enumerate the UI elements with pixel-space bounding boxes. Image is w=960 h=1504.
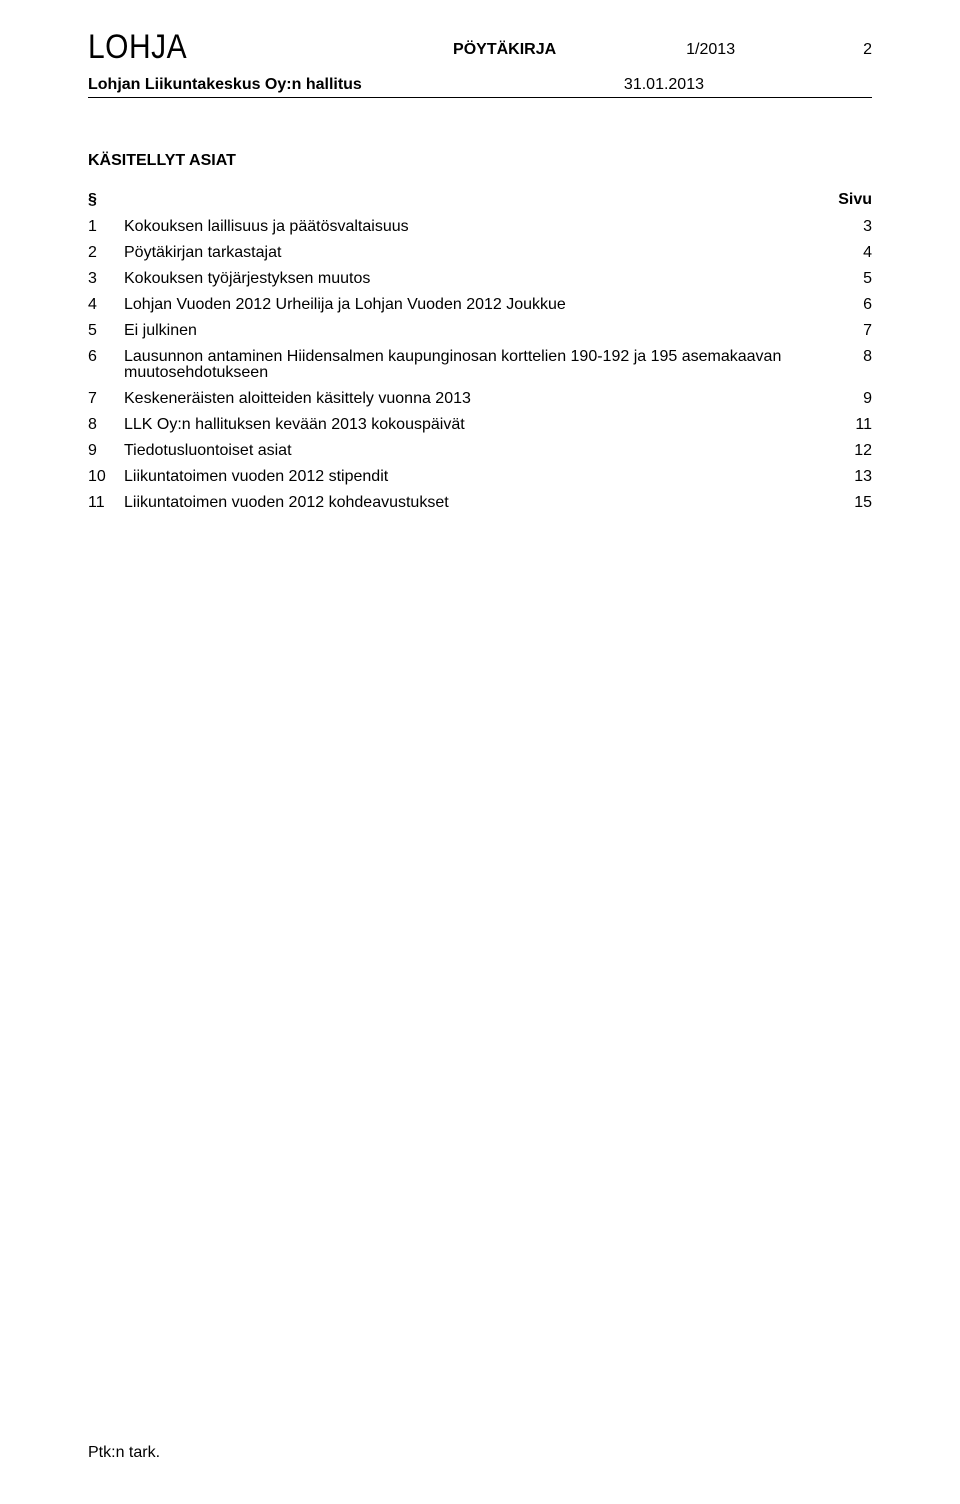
toc-page: 6: [822, 297, 872, 313]
toc-title: LLK Oy:n hallituksen kevään 2013 kokousp…: [124, 417, 822, 433]
toc-num: 1: [88, 219, 124, 235]
toc-num: 2: [88, 245, 124, 261]
page: LOHJA PÖYTÄKIRJA 1/2013 2 Lohjan Liikunt…: [0, 0, 960, 1504]
toc-title: Lausunnon antaminen Hiidensalmen kaupung…: [124, 349, 822, 381]
toc-page: 11: [822, 417, 872, 433]
toc-title: Lohjan Vuoden 2012 Urheilija ja Lohjan V…: [124, 297, 822, 313]
toc-page: 4: [822, 245, 872, 261]
document-number: 1/2013: [686, 41, 735, 59]
toc-row: 6 Lausunnon antaminen Hiidensalmen kaupu…: [88, 344, 872, 386]
toc-page: 5: [822, 271, 872, 287]
toc-row: 1 Kokouksen laillisuus ja päätösvaltaisu…: [88, 214, 872, 240]
toc-num: 5: [88, 323, 124, 339]
toc-row: 4 Lohjan Vuoden 2012 Urheilija ja Lohjan…: [88, 292, 872, 318]
toc-num: 8: [88, 417, 124, 433]
toc-page: 3: [822, 219, 872, 235]
toc-header-page: Sivu: [822, 192, 872, 208]
toc-row: 3 Kokouksen työjärjestyksen muutos 5: [88, 266, 872, 292]
footer-note: Ptk:n tark.: [88, 1444, 160, 1462]
toc-title: Liikuntatoimen vuoden 2012 kohdeavustuks…: [124, 495, 822, 511]
toc-row: 11 Liikuntatoimen vuoden 2012 kohdeavust…: [88, 490, 872, 516]
toc-page: 7: [822, 323, 872, 339]
document-type: PÖYTÄKIRJA: [453, 41, 556, 59]
toc-title: Kokouksen työjärjestyksen muutos: [124, 271, 822, 287]
toc-num: 10: [88, 469, 124, 485]
toc-title: Ei julkinen: [124, 323, 822, 339]
toc-num: 6: [88, 349, 124, 365]
section-title: KÄSITELLYT ASIAT: [88, 152, 872, 170]
toc-num: 9: [88, 443, 124, 459]
toc-header: § Sivu: [88, 192, 872, 208]
toc-title: Liikuntatoimen vuoden 2012 stipendit: [124, 469, 822, 485]
toc-page: 8: [822, 349, 872, 365]
toc-header-symbol: §: [88, 192, 124, 208]
toc-page: 9: [822, 391, 872, 407]
toc-num: 3: [88, 271, 124, 287]
toc-title: Kokouksen laillisuus ja päätösvaltaisuus: [124, 219, 822, 235]
toc-num: 11: [88, 495, 124, 511]
toc-row: 2 Pöytäkirjan tarkastajat 4: [88, 240, 872, 266]
toc-title: Tiedotusluontoiset asiat: [124, 443, 822, 459]
board-name: Lohjan Liikuntakeskus Oy:n hallitus: [88, 76, 362, 94]
toc-row: 10 Liikuntatoimen vuoden 2012 stipendit …: [88, 464, 872, 490]
header-sub: Lohjan Liikuntakeskus Oy:n hallitus 31.0…: [88, 76, 872, 98]
toc-page: 12: [822, 443, 872, 459]
org-name: LOHJA: [88, 28, 187, 67]
toc-title: Keskeneräisten aloitteiden käsittely vuo…: [124, 391, 822, 407]
toc-page: 15: [822, 495, 872, 511]
toc-num: 7: [88, 391, 124, 407]
page-number: 2: [863, 41, 872, 59]
toc-row: 7 Keskeneräisten aloitteiden käsittely v…: [88, 386, 872, 412]
toc-page: 13: [822, 469, 872, 485]
toc-title: Pöytäkirjan tarkastajat: [124, 245, 822, 261]
toc-num: 4: [88, 297, 124, 313]
toc-row: 9 Tiedotusluontoiset asiat 12: [88, 438, 872, 464]
header-top: LOHJA PÖYTÄKIRJA 1/2013 2: [88, 28, 872, 62]
toc: § Sivu 1 Kokouksen laillisuus ja päätösv…: [88, 192, 872, 516]
toc-row: 5 Ei julkinen 7: [88, 318, 872, 344]
toc-row: 8 LLK Oy:n hallituksen kevään 2013 kokou…: [88, 412, 872, 438]
meeting-date: 31.01.2013: [624, 76, 704, 94]
